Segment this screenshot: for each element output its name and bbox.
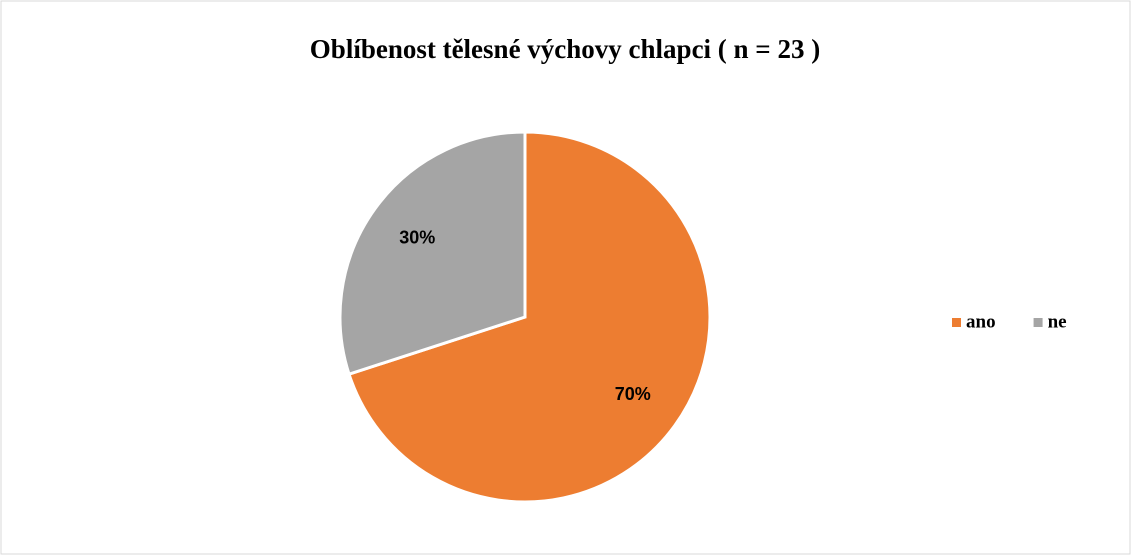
legend-swatch bbox=[1033, 318, 1043, 327]
data-label: 30% bbox=[399, 227, 435, 247]
legend-label: ne bbox=[1048, 311, 1067, 332]
pie-slice bbox=[347, 130, 712, 504]
data-label: 70% bbox=[615, 384, 651, 404]
pie-slice bbox=[338, 130, 527, 377]
legend-swatch bbox=[952, 318, 961, 327]
chart-title: Oblíbenost tělesné výchovy chlapci ( n =… bbox=[310, 34, 820, 64]
legend-label: ano bbox=[966, 311, 996, 332]
